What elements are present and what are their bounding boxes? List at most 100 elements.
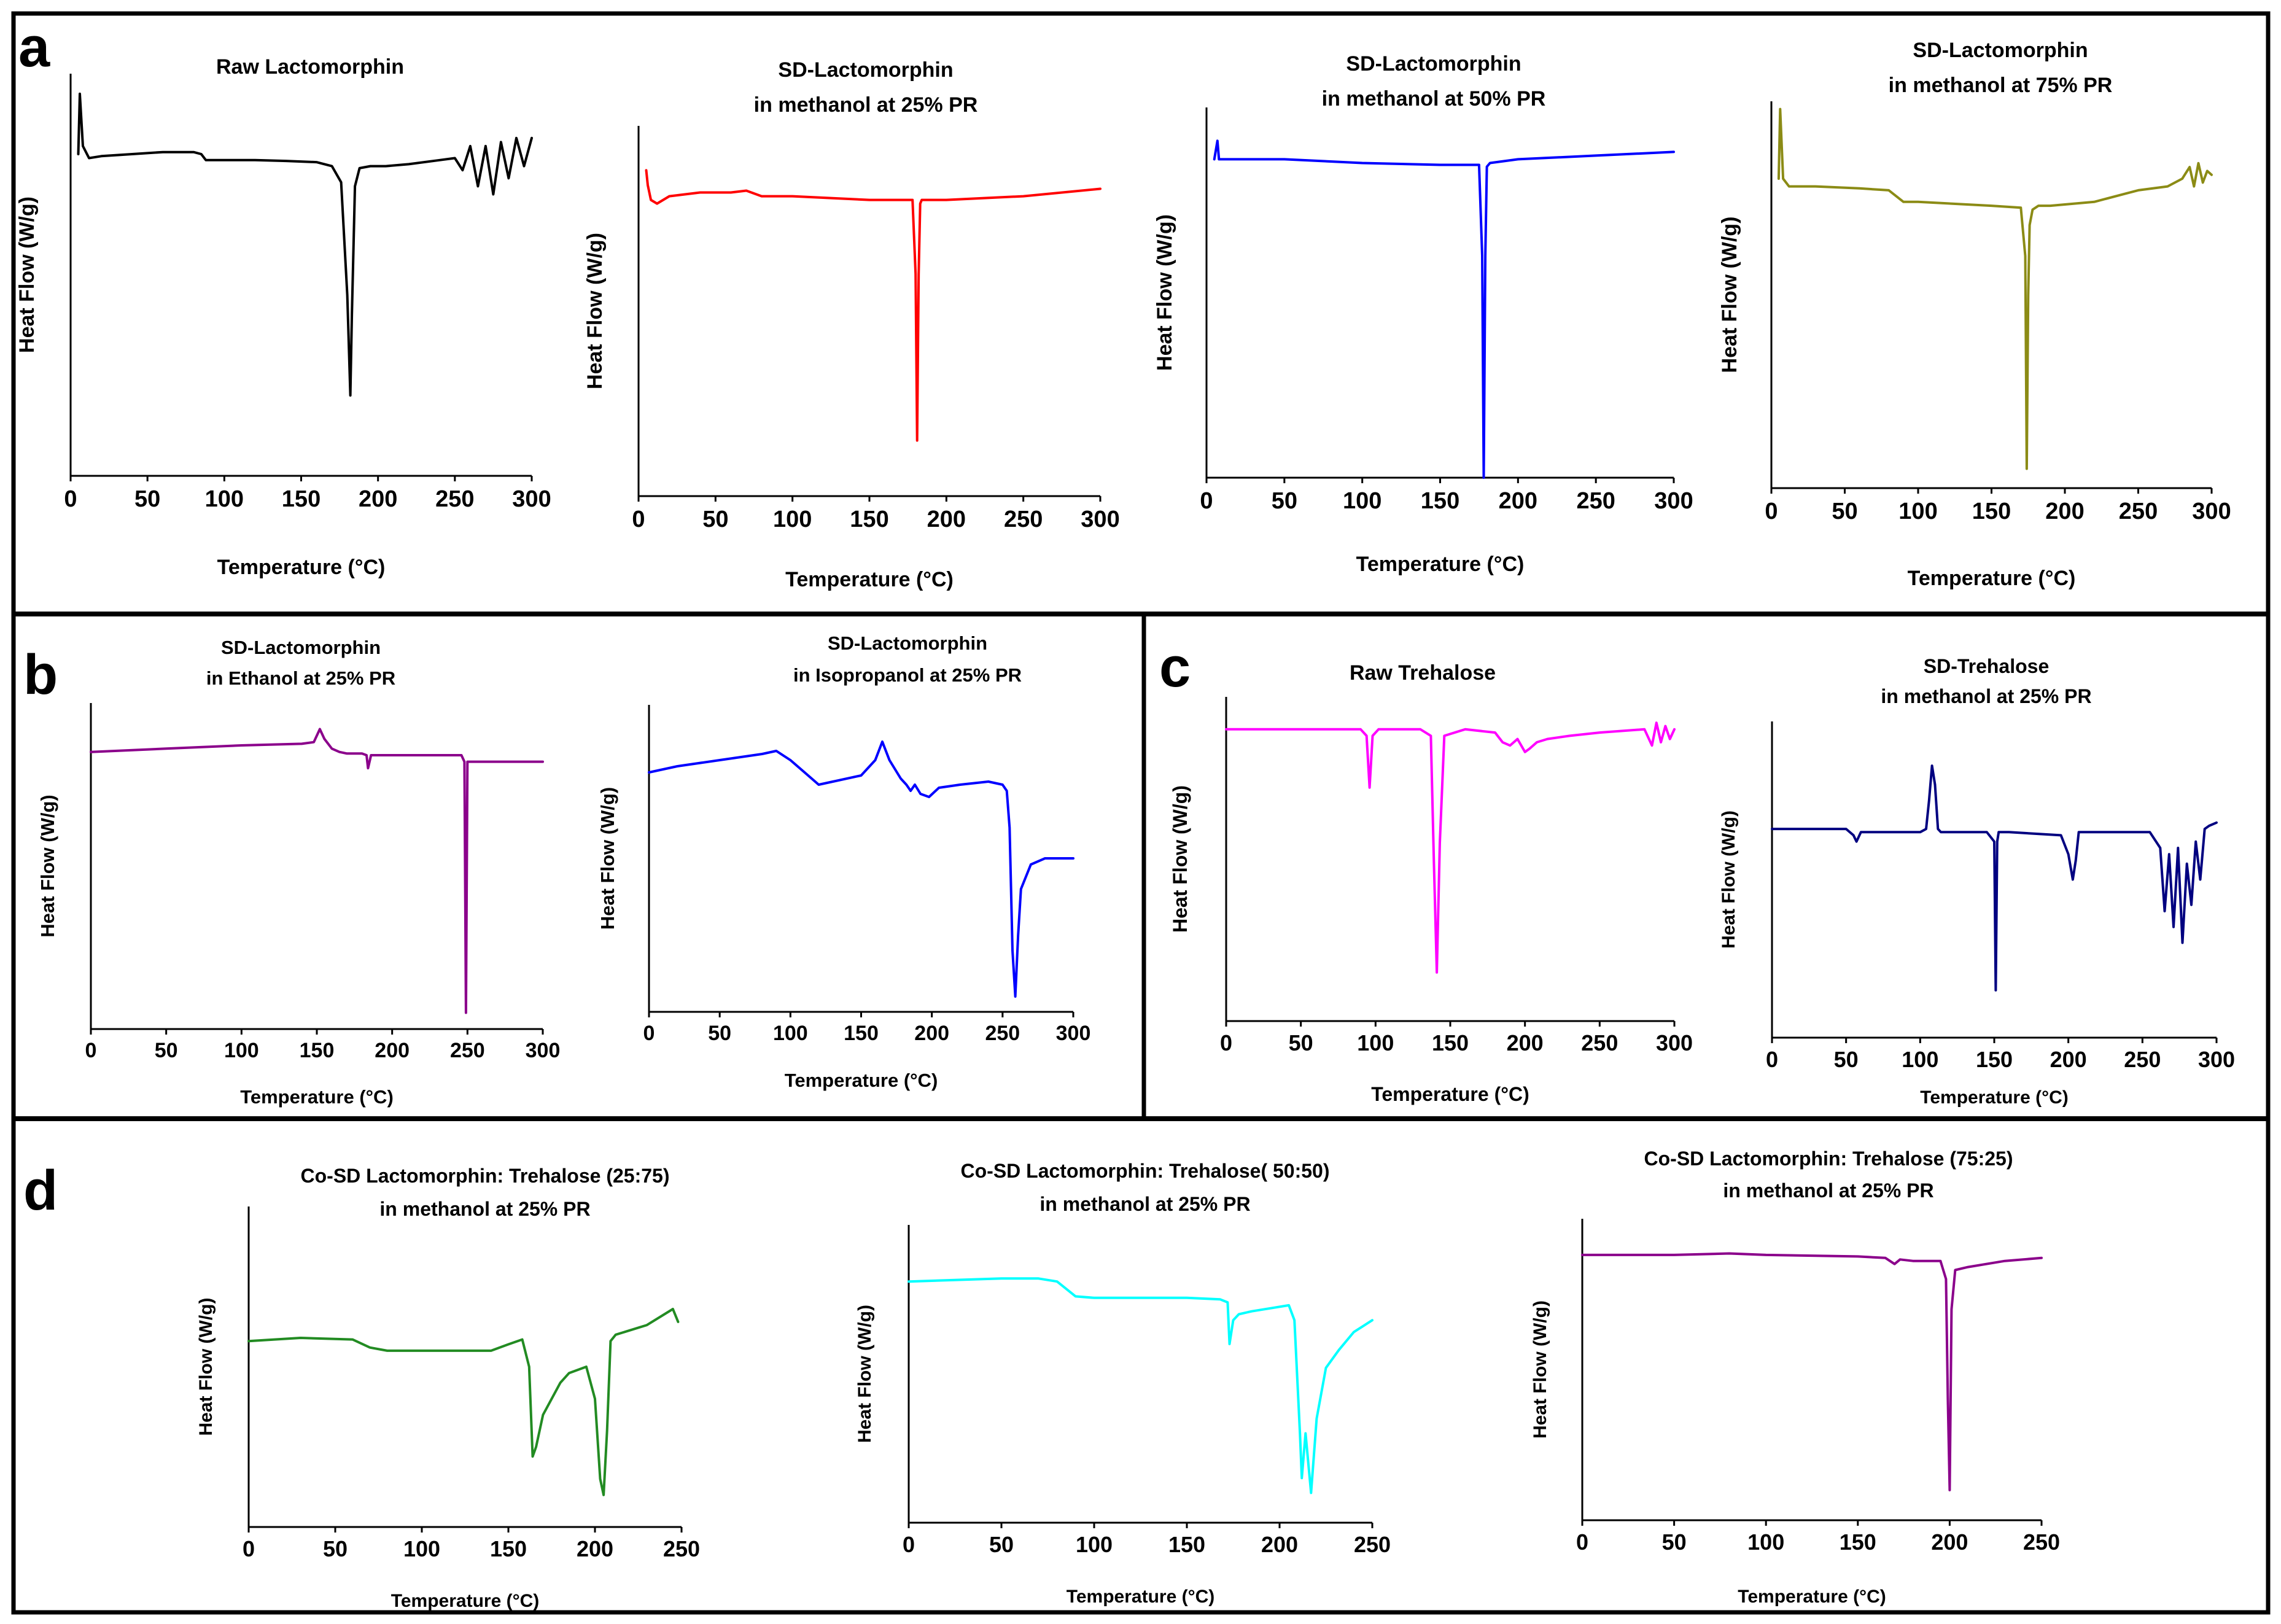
x-tick-label: 100 xyxy=(1343,488,1381,514)
y-axis-label: Heat Flow (W/g) xyxy=(1530,1300,1550,1439)
x-tick-label: 200 xyxy=(2050,1047,2087,1072)
chart-2: SD-Lactomorphin in methanol at 25% PR 0 50 1… xyxy=(583,58,1120,591)
chart-title-line: in methanol at 25% PR xyxy=(1039,1193,1250,1215)
x-tick-label: 200 xyxy=(1261,1532,1298,1557)
x-axis-label: Temperature (°C) xyxy=(1371,1083,1529,1105)
y-axis-label: Heat Flow (W/g) xyxy=(1718,217,1741,373)
chart-title-line: in methanol at 75% PR xyxy=(1889,74,2113,97)
x-tick-label: 200 xyxy=(1507,1030,1544,1055)
x-tick-label: 250 xyxy=(435,486,474,512)
x-tick-label: 200 xyxy=(577,1536,613,1561)
dsc-curve xyxy=(1777,107,2213,470)
chart-4: SD-Lactomorphin in methanol at 75% PR 0 50 1… xyxy=(1718,39,2231,590)
y-axis-label: Heat Flow (W/g) xyxy=(1169,785,1191,933)
chart-title-line: SD-Lactomorphin xyxy=(828,632,987,654)
chart-title-line: Raw Trehalose xyxy=(1350,661,1496,685)
x-tick-label: 150 xyxy=(1421,488,1459,514)
chart-10: Co-SD Lactomorphin: Trehalose( 50:50) in … xyxy=(855,1160,1391,1607)
chart-title-line: in methanol at 50% PR xyxy=(1322,87,1546,111)
x-tick-label: 200 xyxy=(1499,488,1537,514)
x-axis-label: Temperature (°C) xyxy=(391,1591,539,1611)
x-tick-label: 250 xyxy=(1004,507,1043,532)
x-tick-label: 0 xyxy=(1200,488,1213,514)
chart-title-line: SD-Lactomorphin xyxy=(1346,52,1521,76)
x-tick-label: 250 xyxy=(663,1536,700,1561)
x-tick-label: 300 xyxy=(512,486,551,512)
panel-letter-b: b xyxy=(23,643,58,706)
x-tick-label: 100 xyxy=(1747,1529,1784,1555)
x-tick-label: 0 xyxy=(1766,1047,1778,1072)
x-tick-label: 200 xyxy=(927,507,966,532)
x-tick-label: 300 xyxy=(1056,1022,1091,1045)
chart-title-line: Raw Lactomorphin xyxy=(216,55,404,79)
x-tick-label: 150 xyxy=(1168,1532,1205,1557)
dsc-curve xyxy=(645,169,1102,442)
x-tick-label: 50 xyxy=(708,1022,731,1045)
x-tick-label: 0 xyxy=(632,507,645,532)
y-axis-label: Heat Flow (W/g) xyxy=(15,196,39,353)
x-tick-label: 150 xyxy=(844,1022,879,1045)
x-tick-label: 50 xyxy=(134,486,160,512)
dsc-curve xyxy=(1213,139,1675,479)
x-axis-label: Temperature (°C) xyxy=(785,1070,938,1091)
x-tick-label: 200 xyxy=(914,1022,949,1045)
x-tick-label: 250 xyxy=(2119,499,2158,524)
x-tick-label: 250 xyxy=(1354,1532,1391,1557)
dsc-curve xyxy=(247,1308,680,1496)
x-tick-label: 300 xyxy=(2198,1047,2235,1072)
chart-title-line: Co-SD Lactomorphin: Trehalose (25:75) xyxy=(301,1165,670,1187)
x-tick-label: 300 xyxy=(2192,499,2231,524)
x-tick-label: 150 xyxy=(1972,499,2011,524)
chart-title-line: SD-Trehalose xyxy=(1924,655,2050,677)
x-tick-label: 50 xyxy=(1662,1529,1687,1555)
chart-7: Raw Trehalose 0 50 100 150 200 250 300 Temperatu… xyxy=(1169,661,1693,1105)
panel-letter-d: d xyxy=(23,1159,58,1222)
chart-3: SD-Lactomorphin in methanol at 50% PR 0 50 1… xyxy=(1153,52,1693,576)
x-tick-label: 150 xyxy=(490,1536,527,1561)
chart-11: Co-SD Lactomorphin: Trehalose (75:25) in … xyxy=(1530,1148,2060,1607)
chart-title-line: in Isopropanol at 25% PR xyxy=(793,664,1022,686)
chart-title-line: SD-Lactomorphin xyxy=(1913,39,2088,62)
x-axis-label: Temperature (°C) xyxy=(1908,567,2076,590)
y-axis-label: Heat Flow (W/g) xyxy=(1719,810,1739,949)
x-axis-label: Temperature (°C) xyxy=(240,1086,394,1108)
x-axis-label: Temperature (°C) xyxy=(1356,553,1525,576)
dsc-curve xyxy=(90,728,544,1014)
chart-title-line: in methanol at 25% PR xyxy=(1881,685,2091,707)
x-tick-label: 250 xyxy=(985,1022,1020,1045)
y-axis-label: Heat Flow (W/g) xyxy=(37,795,58,937)
chart-title-line: in Ethanol at 25% PR xyxy=(206,667,395,689)
x-tick-label: 250 xyxy=(1576,488,1615,514)
x-tick-label: 50 xyxy=(989,1532,1014,1557)
x-tick-label: 200 xyxy=(1931,1529,1968,1555)
x-tick-label: 250 xyxy=(2124,1047,2161,1072)
y-axis-label: Heat Flow (W/g) xyxy=(583,233,607,389)
x-axis-label: Temperature (°C) xyxy=(217,556,386,579)
x-tick-label: 50 xyxy=(1832,499,1857,524)
x-tick-label: 300 xyxy=(1654,488,1693,514)
x-tick-label: 150 xyxy=(1840,1529,1876,1555)
x-tick-label: 300 xyxy=(526,1039,561,1062)
x-tick-label: 250 xyxy=(1581,1030,1618,1055)
x-tick-label: 150 xyxy=(1432,1030,1469,1055)
x-tick-label: 0 xyxy=(85,1039,97,1062)
x-tick-label: 50 xyxy=(1272,488,1297,514)
y-axis-label: Heat Flow (W/g) xyxy=(196,1298,216,1436)
dsc-curve xyxy=(77,92,533,397)
x-tick-label: 50 xyxy=(323,1536,348,1561)
x-tick-label: 100 xyxy=(1357,1030,1394,1055)
chart-5: SD-Lactomorphin in Ethanol at 25% PR 0 50 10… xyxy=(37,637,560,1108)
x-axis-label: Temperature (°C) xyxy=(1920,1087,2068,1108)
x-tick-label: 50 xyxy=(1834,1047,1859,1072)
x-tick-label: 50 xyxy=(702,507,728,532)
x-tick-label: 300 xyxy=(1656,1030,1693,1055)
outer-frame xyxy=(11,11,2271,1615)
x-tick-label: 150 xyxy=(282,486,321,512)
x-tick-label: 100 xyxy=(205,486,244,512)
dsc-curve xyxy=(1581,1252,2043,1491)
chart-9: Co-SD Lactomorphin: Trehalose (25:75) in … xyxy=(196,1165,700,1611)
y-axis-label: Heat Flow (W/g) xyxy=(597,787,618,930)
x-tick-label: 100 xyxy=(1076,1532,1113,1557)
chart-8: SD-Trehalose in methanol at 25% PR 0 50 100 1… xyxy=(1719,655,2235,1108)
